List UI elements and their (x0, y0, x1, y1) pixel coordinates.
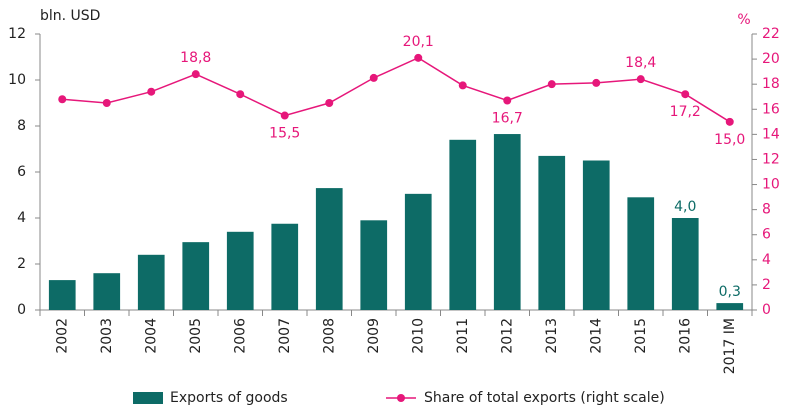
x-tick-label: 2009 (366, 318, 382, 354)
x-tick-label: 2011 (455, 318, 471, 354)
line-marker (592, 78, 601, 87)
y2-tick-label: 8 (762, 202, 771, 218)
bar (182, 242, 210, 310)
line-marker (636, 75, 645, 84)
line-value-label: 15,0 (714, 132, 745, 148)
x-tick-label: 2013 (544, 318, 560, 354)
line-marker (147, 87, 156, 96)
bar (582, 160, 610, 310)
bar (360, 220, 388, 310)
bar (716, 303, 744, 310)
x-tick-label: 2014 (588, 318, 604, 354)
line-value-label: 17,2 (670, 104, 701, 120)
y2-tick-label: 0 (762, 302, 771, 318)
bar (493, 134, 521, 310)
y-tick-label: 10 (8, 72, 26, 88)
y2-tick-label: 16 (762, 101, 780, 117)
y2-tick-label: 2 (762, 277, 771, 293)
y-tick-label: 8 (17, 118, 26, 134)
line-marker (280, 111, 289, 120)
line (62, 56, 731, 123)
y-tick-label: 0 (17, 302, 26, 318)
legend-swatch (133, 392, 163, 404)
line-value-label: 18,4 (625, 55, 656, 71)
y-unit-label: bln. USD (40, 8, 100, 24)
bar-value-label: 4,0 (674, 199, 696, 215)
y2-tick-label: 6 (762, 227, 771, 243)
line-marker (725, 117, 734, 126)
line-marker (414, 53, 423, 62)
line-marker (102, 99, 111, 107)
x-tick-label: 2007 (277, 318, 293, 354)
y2-tick-label: 20 (762, 51, 780, 67)
legend-label: Exports of goods (170, 390, 288, 406)
x-tick-label: 2015 (633, 318, 649, 354)
legend-swatch (397, 394, 405, 402)
line-value-label: 20,1 (403, 34, 434, 50)
y-tick-label: 6 (17, 164, 26, 180)
line-marker (325, 99, 334, 107)
line-marker (458, 81, 467, 90)
y-tick-label: 2 (17, 256, 26, 272)
bar (137, 254, 165, 310)
line-marker (191, 70, 200, 79)
bar (449, 139, 477, 310)
x-tick-label: 2003 (99, 318, 115, 354)
bar (315, 188, 343, 310)
x-tick-label: 2002 (54, 318, 70, 354)
bar (671, 218, 699, 310)
y2-tick-label: 10 (762, 177, 780, 193)
y2-tick-label: 22 (762, 26, 780, 42)
line-value-label: 16,7 (492, 110, 523, 126)
bar (538, 155, 566, 310)
y2-tick-label: 14 (762, 126, 780, 142)
x-tick-label: 2010 (410, 318, 426, 354)
y-tick-label: 4 (17, 210, 26, 226)
y2-tick-label: 4 (762, 252, 771, 268)
line-marker (236, 90, 245, 99)
line-value-label: 15,5 (269, 126, 300, 142)
line-marker (547, 80, 556, 89)
x-tick-label: 2017 IM (722, 318, 738, 374)
line-value-label: 18,8 (180, 50, 211, 66)
bar (48, 280, 76, 310)
line-marker (681, 90, 690, 99)
x-tick-label: 2012 (499, 318, 515, 354)
line-marker (503, 96, 512, 105)
x-tick-label: 2006 (232, 318, 248, 354)
bar (271, 223, 299, 310)
y-tick-label: 12 (8, 26, 26, 42)
bar (93, 273, 121, 310)
y2-tick-label: 18 (762, 76, 780, 92)
x-tick-label: 2004 (143, 318, 159, 354)
line-marker (58, 95, 67, 104)
bar (627, 197, 655, 310)
bar-value-label: 0,3 (719, 284, 741, 300)
y2-unit-label: % (737, 12, 750, 28)
bar (226, 231, 254, 310)
bar (404, 193, 432, 310)
x-tick-label: 2008 (321, 318, 337, 354)
legend-label: Share of total exports (right scale) (424, 390, 665, 406)
x-tick-label: 2016 (677, 318, 693, 354)
y2-tick-label: 12 (762, 151, 780, 167)
x-tick-label: 2005 (188, 318, 204, 354)
line-marker (369, 73, 378, 82)
